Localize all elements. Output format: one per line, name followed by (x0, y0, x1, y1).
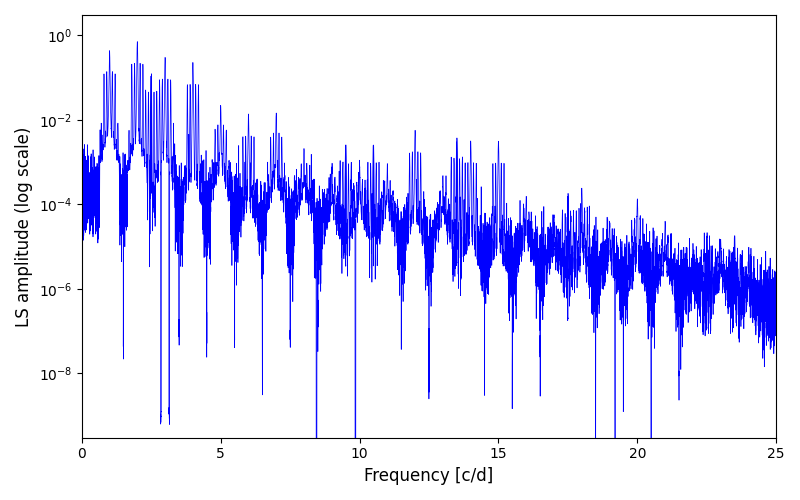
X-axis label: Frequency [c/d]: Frequency [c/d] (364, 467, 494, 485)
Y-axis label: LS amplitude (log scale): LS amplitude (log scale) (15, 126, 33, 326)
